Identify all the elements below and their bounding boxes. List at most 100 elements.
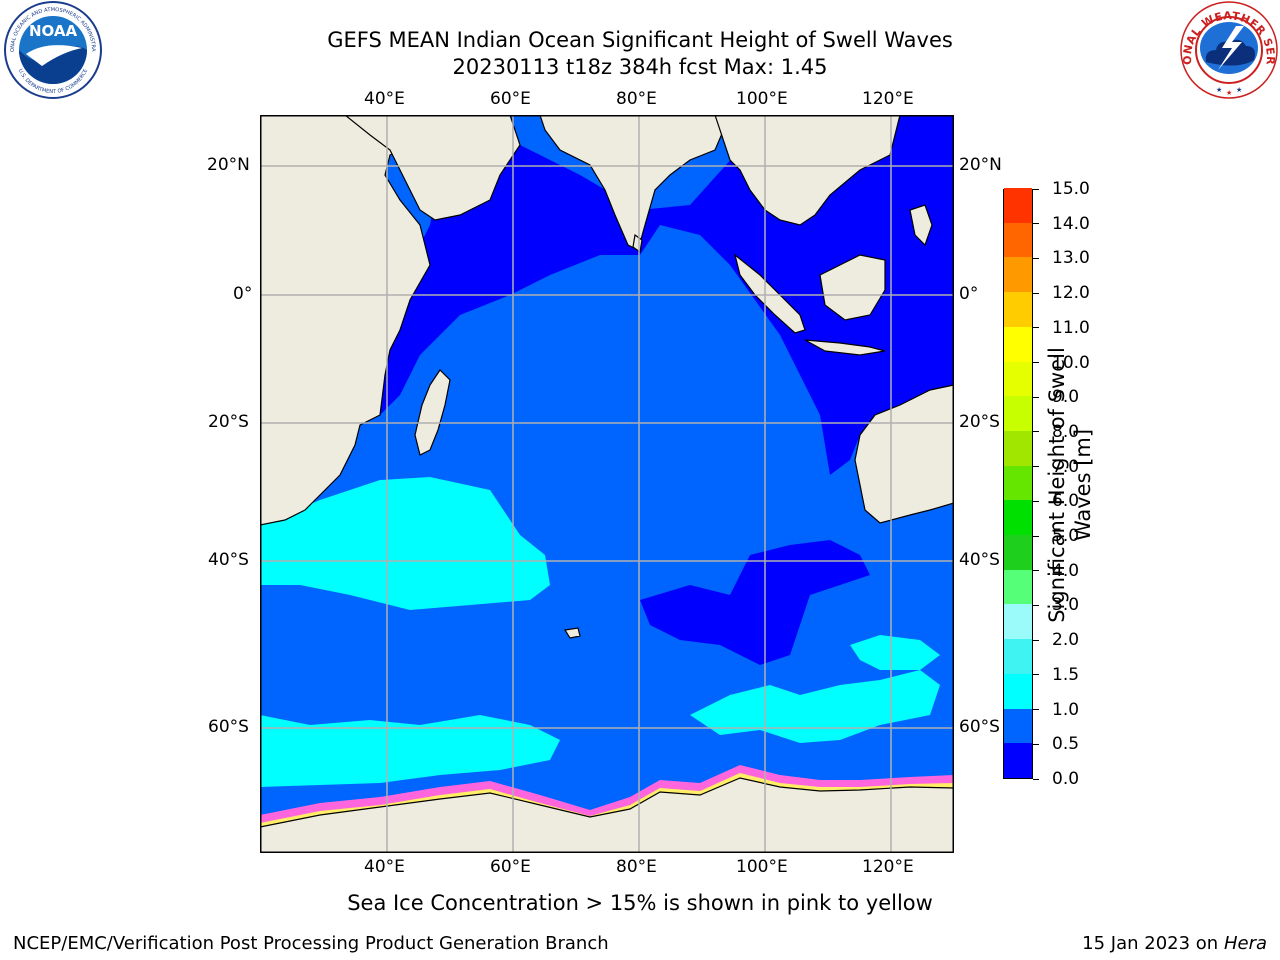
colorbar-tick-label: 1.0 <box>1052 699 1080 720</box>
land-java <box>804 339 886 356</box>
colorbar-segment <box>1004 465 1032 501</box>
colorbar-tick-label: 4.0 <box>1052 560 1080 581</box>
map-panel <box>259 114 955 854</box>
lon-tick-bottom-60e: 60°E <box>490 857 531 877</box>
lat-tick-right-60s: 60°S <box>959 717 1000 737</box>
lon-tick-top-100e: 100°E <box>736 89 788 109</box>
lon-tick-bottom-80e: 80°E <box>616 857 657 877</box>
colorbar-tick-mark <box>1033 257 1039 259</box>
colorbar-segment <box>1004 742 1032 778</box>
colorbar-tick-label: 9.0 <box>1052 387 1080 408</box>
colorbar-tick-mark <box>1033 604 1039 606</box>
colorbar-tick-mark <box>1033 570 1039 572</box>
land-arabia <box>343 114 521 221</box>
lat-tick-left-40s: 40°S <box>208 550 249 570</box>
map-gridlines <box>260 115 954 853</box>
footer-left: NCEP/EMC/Verification Post Processing Pr… <box>13 933 609 954</box>
colorbar-segment <box>1004 256 1032 293</box>
colorbar-segment <box>1004 187 1032 223</box>
chart-subtitle: 20230113 t18z 384h fcst Max: 1.45 <box>452 55 828 79</box>
colorbar <box>1003 187 1033 779</box>
colorbar-segment <box>1004 430 1032 466</box>
land-se-asia <box>714 114 901 226</box>
colorbar-tick-mark <box>1033 188 1039 190</box>
land-philippines <box>909 204 933 247</box>
colorbar-segment <box>1004 638 1032 674</box>
colorbar-tick-label: 0.5 <box>1052 734 1080 755</box>
colorbar-segment <box>1004 603 1032 640</box>
lat-tick-right-0: 0° <box>959 284 979 304</box>
colorbar-tick-label: 11.0 <box>1052 317 1090 338</box>
lat-tick-left-0: 0° <box>233 284 253 304</box>
noaa-logo: NOAA NATIONAL OCEANIC AND ATMOSPHERIC AD… <box>0 0 104 100</box>
colorbar-tick-mark <box>1033 362 1039 364</box>
colorbar-segment <box>1004 673 1032 709</box>
colorbar-segment <box>1004 291 1032 327</box>
lat-tick-right-20s: 20°S <box>959 412 1000 432</box>
ocean-high-patch-east <box>850 635 940 670</box>
noaa-logo-text: NOAA <box>29 22 78 40</box>
colorbar-tick-mark <box>1033 396 1039 398</box>
lon-tick-bottom-40e: 40°E <box>364 857 405 877</box>
colorbar-tick-mark <box>1033 431 1039 433</box>
colorbar-tick-label: 5.0 <box>1052 526 1080 547</box>
ocean-low-south-patch <box>640 540 870 665</box>
nws-logo: NATIONAL WEATHER SERVICE ★ ★ ★ <box>1173 0 1280 100</box>
lon-tick-top-80e: 80°E <box>616 89 657 109</box>
colorbar-tick-label: 8.0 <box>1052 421 1080 442</box>
colorbar-tick-mark <box>1033 639 1039 641</box>
svg-text:★: ★ <box>1216 86 1222 94</box>
colorbar-tick-label: 0.0 <box>1052 769 1080 789</box>
footer-host: Hera <box>1223 933 1267 954</box>
colorbar-segment <box>1004 499 1032 536</box>
sea-ice-note: Sea Ice Concentration > 15% is shown in … <box>347 891 933 915</box>
colorbar-segment <box>1004 395 1032 431</box>
colorbar-tick-mark <box>1033 778 1039 780</box>
colorbar-tick-mark <box>1033 500 1039 502</box>
land-sumatra <box>733 253 806 334</box>
colorbar-tick-label: 14.0 <box>1052 213 1090 234</box>
lon-tick-top-40e: 40°E <box>364 89 405 109</box>
svg-text:★: ★ <box>1226 89 1232 97</box>
colorbar-tick-mark <box>1033 535 1039 537</box>
ocean-high-band-west <box>260 715 560 787</box>
colorbar-segment <box>1004 326 1032 362</box>
chart-title: GEFS MEAN Indian Ocean Significant Heigh… <box>327 28 953 52</box>
colorbar-title-line1: Significant Height of Swell <box>1045 347 1069 623</box>
footer-date: 15 Jan 2023 on <box>1082 933 1224 954</box>
footer-right: 15 Jan 2023 on Hera <box>1082 933 1267 954</box>
lon-tick-bottom-100e: 100°E <box>736 857 788 877</box>
colorbar-tick-label: 13.0 <box>1052 248 1090 269</box>
ocean-high-southwest <box>260 477 550 610</box>
colorbar-segment <box>1004 361 1032 397</box>
lon-tick-top-60e: 60°E <box>490 89 531 109</box>
colorbar-tick-label: 10.0 <box>1052 352 1090 373</box>
colorbar-tick-label: 15.0 <box>1052 179 1090 199</box>
land-antarctica <box>259 777 955 854</box>
lat-tick-left-20s: 20°S <box>208 412 249 432</box>
lat-tick-left-20n: 20°N <box>207 155 250 175</box>
lon-tick-top-120e: 120°E <box>862 89 914 109</box>
colorbar-segment <box>1004 534 1032 570</box>
lat-tick-right-40s: 40°S <box>959 550 1000 570</box>
colorbar-tick-mark <box>1033 292 1039 294</box>
colorbar-tick-label: 2.0 <box>1052 630 1080 651</box>
land-borneo <box>819 254 886 321</box>
colorbar-title: Significant Height of Swell Waves [m] <box>1044 347 1096 623</box>
lon-tick-bottom-120e: 120°E <box>862 857 914 877</box>
colorbar-tick-label: 7.0 <box>1052 456 1080 477</box>
colorbar-tick-mark <box>1033 709 1039 711</box>
colorbar-tick-label: 3.0 <box>1052 595 1080 616</box>
colorbar-tick-label: 1.5 <box>1052 664 1080 685</box>
colorbar-segment <box>1004 222 1032 258</box>
colorbar-tick-label: 12.0 <box>1052 283 1090 304</box>
land-kerguelen <box>564 627 581 639</box>
colorbar-tick-label: 6.0 <box>1052 491 1080 512</box>
colorbar-tick-mark <box>1033 743 1039 745</box>
land-australia <box>854 384 955 524</box>
colorbar-tick-mark <box>1033 223 1039 225</box>
ocean-high-band-east <box>690 670 940 743</box>
colorbar-segment <box>1004 708 1032 744</box>
map-svg <box>259 114 955 854</box>
colorbar-tick-mark <box>1033 466 1039 468</box>
